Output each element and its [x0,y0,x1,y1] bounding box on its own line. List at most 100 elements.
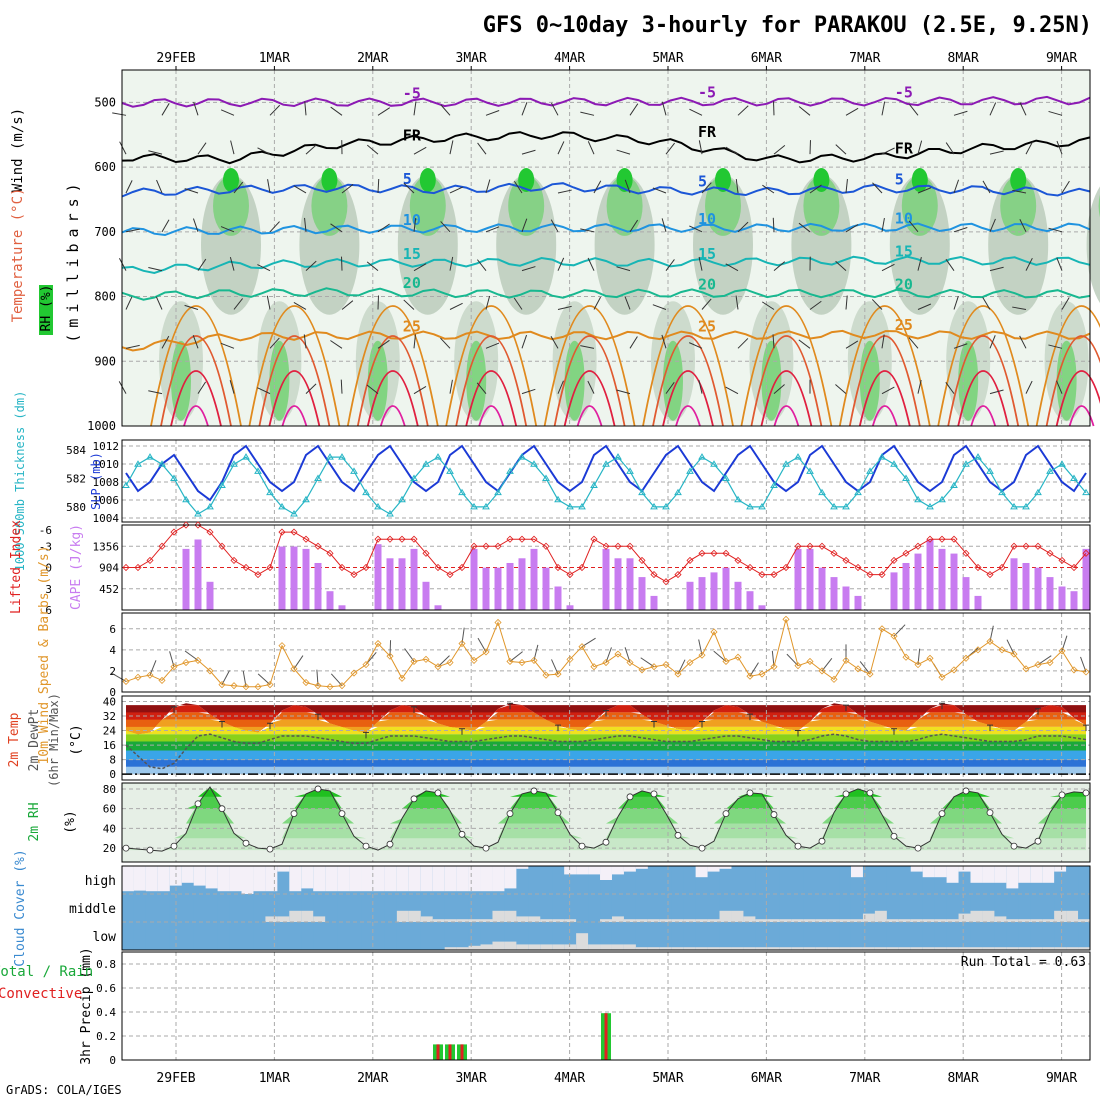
temp-tick-label: 32 [103,710,116,723]
li-marker [842,556,850,564]
wind-barb [476,382,487,394]
rh-tick-label: 80 [103,783,116,796]
wind-barb [881,147,895,155]
rh-marker [986,809,994,817]
cloud-cell [1006,922,1019,950]
cloud-cell [325,922,338,950]
wind-barb [148,150,163,155]
panel-frame [121,782,1091,863]
cloud-cell [898,922,912,950]
wind-speed-marker [446,658,454,667]
wind-barb [989,335,996,349]
cloud-cell [361,894,374,922]
cloud-fill [313,866,326,892]
li-marker [434,563,442,572]
cloud-fill [982,947,995,950]
wind-barb [772,217,775,232]
cloud-cell [611,894,625,922]
cloud-fill [289,866,302,892]
wind-barb [881,217,885,232]
li-marker [902,549,910,557]
li-marker [530,535,538,543]
surface-wind-barb [821,658,833,672]
wind-barb [689,108,703,116]
cloud-fill [791,919,804,922]
cape-bar [842,586,850,610]
wind-barb [330,106,343,116]
rh-blob-core [715,168,731,193]
cloud-cell [803,866,816,894]
wind-barb [118,258,127,271]
li-marker [218,542,226,550]
wind-barb [477,142,487,155]
wind-barb [485,226,500,233]
wind-barb [293,185,307,194]
rh-tick-label: 60 [103,803,116,816]
rh-marker [434,789,442,797]
rh-marker [1082,789,1090,797]
li-marker [1070,563,1078,572]
wind-barb [809,184,822,194]
wind-barb [698,256,703,271]
wind-speed-marker [938,673,946,681]
date-label-top: 5MAR [652,51,683,66]
surface-wind-barb [786,653,799,667]
temp-minmax-marker [459,728,465,735]
warm-isotherm [1035,305,1100,427]
cloud-cell [576,894,589,922]
wind-barb [269,104,281,116]
cloud-fill [504,941,517,950]
wind-speed-marker [926,654,934,662]
cloud-cell [731,866,744,894]
temp-minmax-marker [363,731,369,739]
cloud-fill [408,910,422,922]
li-marker [290,528,298,536]
wind-barb [845,224,859,233]
wind-speed-marker [386,652,394,660]
cloud-fill [133,866,147,891]
cloud-cell [552,894,565,922]
thickness-marker [314,474,322,481]
cloud-fill [695,947,709,950]
cloud-fill [432,919,446,922]
wind-speed-marker [470,656,478,664]
wind-barb [233,298,244,310]
wind-barb [698,379,703,394]
cloud-cell [611,922,625,950]
date-label-top: 8MAR [948,51,979,66]
axis-title-cape: CAPE (J/kg) [69,524,84,610]
cloud-cell [623,922,637,950]
surface-wind-barb [893,624,906,637]
axis-title-wind: Wind (m/s) [10,108,26,192]
wind-barb [550,219,559,233]
wind-barb [521,149,536,155]
cape-bar [1046,577,1054,610]
wind-speed-marker [290,665,298,673]
li-marker [710,549,718,557]
cloud-cell [145,894,159,922]
cloud-fill [564,919,577,922]
isotherm-label: -5 [698,84,716,102]
isotherm-line [121,329,1091,352]
cloud-cell [874,922,888,950]
wind-barb [982,180,991,194]
cloud-cell [133,922,147,950]
wind-speed-marker [818,667,826,675]
cloud-fill [265,916,278,922]
cloud-cell [779,922,792,950]
li-marker [1082,549,1090,557]
warm-isotherm [858,370,911,427]
wind-barb [917,303,932,310]
cloud-cell [1018,894,1031,922]
wind-barb [377,223,390,233]
cloud-cell [815,922,828,950]
wind-speed-marker [782,615,790,623]
wind-barb [229,257,235,271]
cloud-cell [910,894,924,922]
cloud-level-label: high [85,874,116,889]
warm-isotherm [170,370,222,427]
wind-barb [485,179,491,194]
wind-barb [798,222,811,233]
temp-minmax-marker [699,720,705,728]
cloud-cell [1042,894,1055,922]
